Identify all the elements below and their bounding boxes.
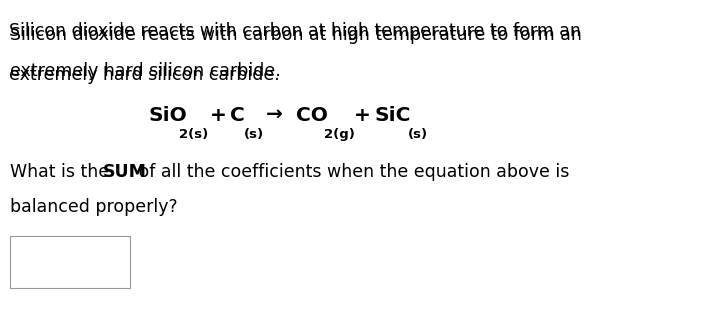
Text: →: →	[266, 106, 283, 125]
Text: SiO: SiO	[148, 106, 187, 125]
Text: CO: CO	[296, 106, 328, 125]
Text: +: +	[210, 106, 227, 125]
Text: of all the coefficients when the equation above is: of all the coefficients when the equatio…	[133, 163, 569, 181]
Text: Silicon dioxide reacts with carbon at high temperature to form an: Silicon dioxide reacts with carbon at hi…	[9, 22, 581, 40]
Text: balanced properly?: balanced properly?	[10, 198, 178, 216]
Text: 2(s): 2(s)	[179, 128, 208, 141]
Text: SiC: SiC	[374, 106, 410, 125]
Text: (s): (s)	[408, 128, 428, 141]
Text: Silicon dioxide reacts with carbon at high temperature to form an: Silicon dioxide reacts with carbon at hi…	[10, 26, 582, 44]
Text: extremely hard silicon carbide.: extremely hard silicon carbide.	[9, 66, 280, 84]
Text: extremely hard silicon carbide.: extremely hard silicon carbide.	[10, 62, 281, 80]
Text: C: C	[230, 106, 245, 125]
Text: (s): (s)	[244, 128, 264, 141]
Text: +: +	[354, 106, 371, 125]
Text: What is the: What is the	[10, 163, 115, 181]
Text: 2(g): 2(g)	[324, 128, 355, 141]
Text: SUM: SUM	[103, 163, 147, 181]
